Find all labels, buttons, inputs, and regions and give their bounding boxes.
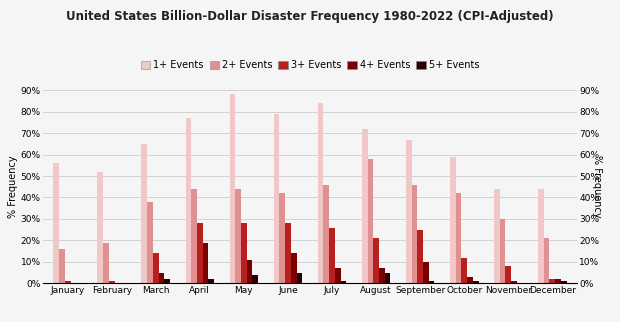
Bar (53, 163, 59, 283)
Bar (109, 281, 115, 283)
Bar (379, 268, 384, 283)
Bar (229, 94, 236, 283)
Bar (368, 159, 373, 283)
Bar (450, 157, 456, 283)
Bar (467, 277, 473, 283)
Bar (185, 118, 191, 283)
Legend: 1+ Events, 2+ Events, 3+ Events, 4+ Events, 5+ Events: 1+ Events, 2+ Events, 3+ Events, 4+ Even… (141, 60, 479, 70)
Bar (511, 281, 517, 283)
Bar (561, 281, 567, 283)
Bar (236, 189, 241, 283)
Y-axis label: % Frequency: % Frequency (7, 156, 18, 218)
Bar (317, 103, 324, 283)
Bar (423, 262, 429, 283)
Bar (291, 253, 296, 283)
Bar (461, 258, 467, 283)
Bar (549, 279, 556, 283)
Bar (296, 273, 303, 283)
Bar (164, 279, 170, 283)
Bar (406, 139, 412, 283)
Y-axis label: % Frequency: % Frequency (592, 156, 602, 218)
Bar (159, 273, 164, 283)
Bar (147, 202, 153, 283)
Bar (417, 230, 423, 283)
Bar (197, 223, 203, 283)
Bar (456, 193, 461, 283)
Bar (373, 238, 379, 283)
Bar (208, 279, 214, 283)
Bar (59, 249, 64, 283)
Text: United States Billion-Dollar Disaster Frequency 1980-2022 (CPI-Adjusted): United States Billion-Dollar Disaster Fr… (66, 10, 554, 23)
Bar (280, 193, 285, 283)
Bar (141, 144, 147, 283)
Bar (97, 172, 103, 283)
Bar (252, 275, 258, 283)
Bar (324, 185, 329, 283)
Bar (412, 185, 417, 283)
Bar (538, 189, 544, 283)
Bar (494, 189, 500, 283)
Bar (335, 268, 340, 283)
Bar (153, 253, 159, 283)
Bar (362, 129, 368, 283)
Bar (340, 281, 347, 283)
Bar (285, 223, 291, 283)
Bar (64, 281, 71, 283)
Bar (191, 189, 197, 283)
Bar (273, 114, 280, 283)
Bar (500, 219, 505, 283)
Bar (384, 273, 391, 283)
Bar (329, 228, 335, 283)
Bar (241, 223, 247, 283)
Bar (247, 260, 252, 283)
Bar (556, 279, 561, 283)
Bar (473, 281, 479, 283)
Bar (505, 266, 511, 283)
Bar (429, 281, 435, 283)
Bar (544, 238, 549, 283)
Bar (203, 242, 208, 283)
Bar (103, 242, 109, 283)
